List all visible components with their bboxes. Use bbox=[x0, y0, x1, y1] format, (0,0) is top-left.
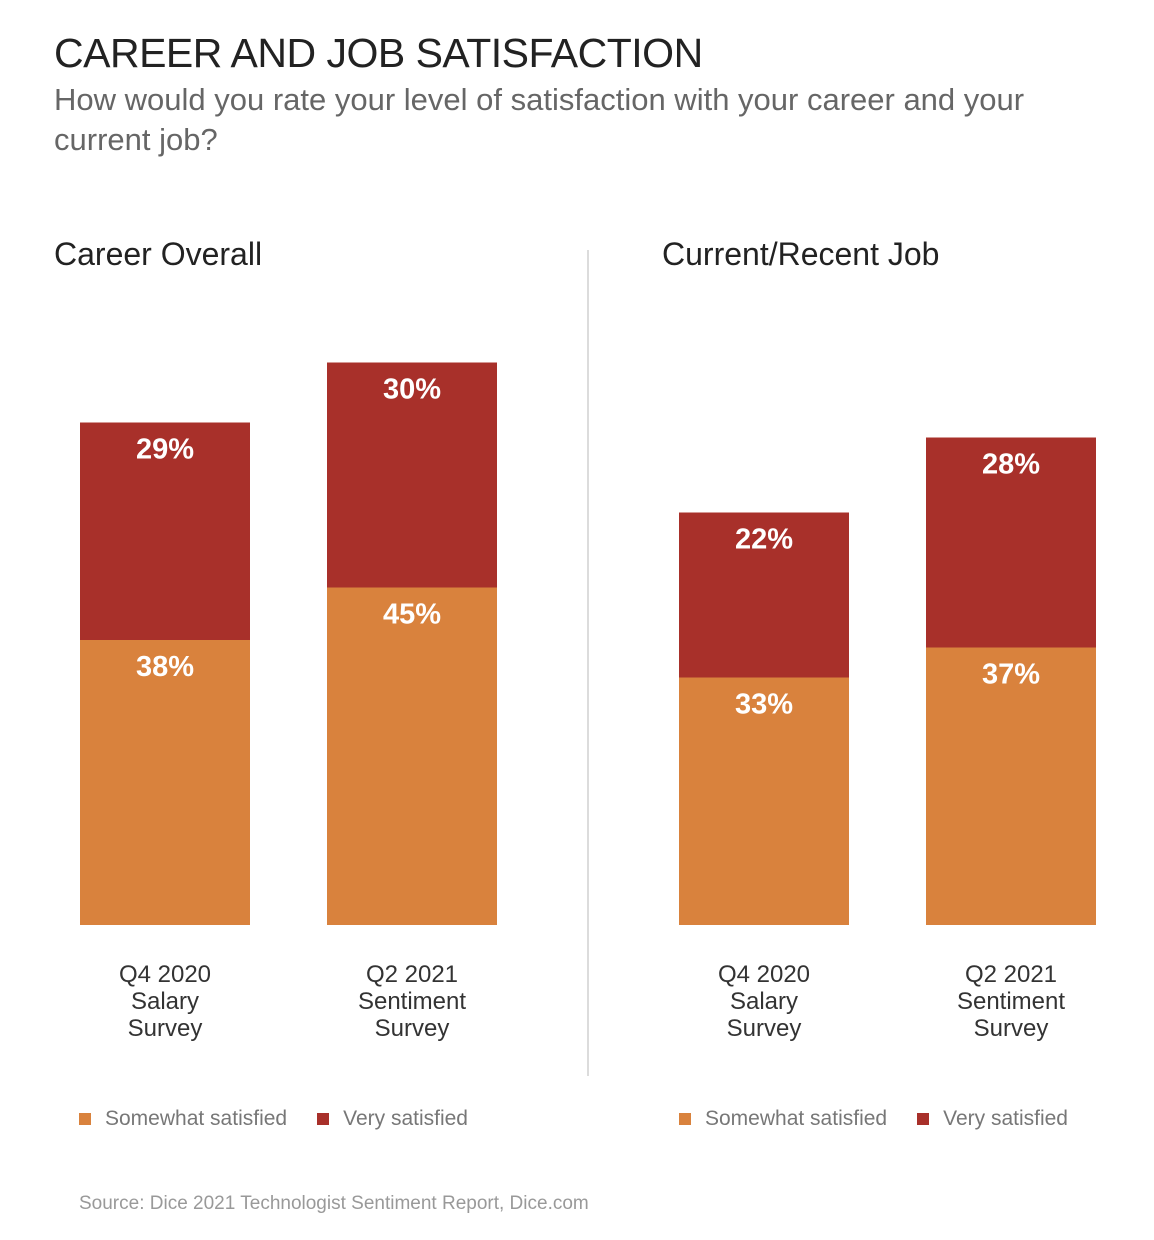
legend-item-somewhat: Somewhat satisfied bbox=[679, 1107, 887, 1131]
chart-subtitle: How would you rate your level of satisfa… bbox=[54, 82, 1025, 157]
bar-very-1-2 bbox=[327, 362, 497, 588]
legend-swatch-somewhat bbox=[79, 1113, 91, 1125]
bar-very-1-1 bbox=[80, 422, 250, 640]
legend-swatch-very bbox=[317, 1113, 330, 1125]
data-label-somewhat-1-1: 38% bbox=[136, 651, 194, 683]
panel-title-job: Current/Recent Job bbox=[662, 236, 940, 272]
bar-very-2-2 bbox=[926, 437, 1096, 648]
legend-item-very: Very satisfied bbox=[317, 1107, 468, 1131]
panel-title-career: Career Overall bbox=[54, 236, 263, 272]
bar-somewhat-2-1 bbox=[679, 677, 849, 925]
bar-very-2-1 bbox=[679, 512, 849, 678]
data-label-very-2-1: 22% bbox=[735, 524, 793, 556]
legend-swatch-somewhat bbox=[679, 1113, 691, 1125]
bar-somewhat-2-2 bbox=[926, 647, 1096, 925]
category-label-2-2: Q2 2021 Sentiment Survey bbox=[957, 961, 1065, 1042]
data-label-somewhat-2-1: 33% bbox=[735, 689, 793, 721]
data-label-very-1-2: 30% bbox=[383, 374, 441, 406]
legend-label-somewhat: Somewhat satisfied bbox=[705, 1107, 888, 1130]
chart-title: CAREER AND JOB SATISFACTION bbox=[54, 30, 703, 76]
legend-item-very: Very satisfied bbox=[917, 1107, 1068, 1131]
category-label-1-1: Q4 2020 Salary Survey bbox=[119, 961, 211, 1042]
data-label-very-2-2: 28% bbox=[982, 449, 1040, 481]
data-label-somewhat-2-2: 37% bbox=[982, 659, 1040, 691]
legend-career: Somewhat satisfied Very satisfied bbox=[79, 1107, 498, 1131]
legend-item-somewhat: Somewhat satisfied bbox=[79, 1107, 287, 1131]
legend-swatch-very bbox=[917, 1113, 930, 1125]
legend-label-very: Very satisfied bbox=[343, 1107, 468, 1130]
data-label-somewhat-1-2: 45% bbox=[383, 599, 441, 631]
category-label-1-2: Q2 2021 Sentiment Survey bbox=[358, 961, 466, 1042]
data-label-very-1-1: 29% bbox=[136, 434, 194, 466]
source-note: Source: Dice 2021 Technologist Sentiment… bbox=[79, 1193, 589, 1214]
panel-divider bbox=[587, 250, 589, 1076]
legend-label-very: Very satisfied bbox=[943, 1107, 1068, 1130]
legend-label-somewhat: Somewhat satisfied bbox=[105, 1107, 288, 1130]
legend-job: Somewhat satisfied Very satisfied bbox=[679, 1107, 1098, 1131]
category-label-2-1: Q4 2020 Salary Survey bbox=[718, 961, 810, 1042]
bar-somewhat-1-2 bbox=[327, 587, 497, 925]
bar-somewhat-1-1 bbox=[80, 640, 250, 925]
